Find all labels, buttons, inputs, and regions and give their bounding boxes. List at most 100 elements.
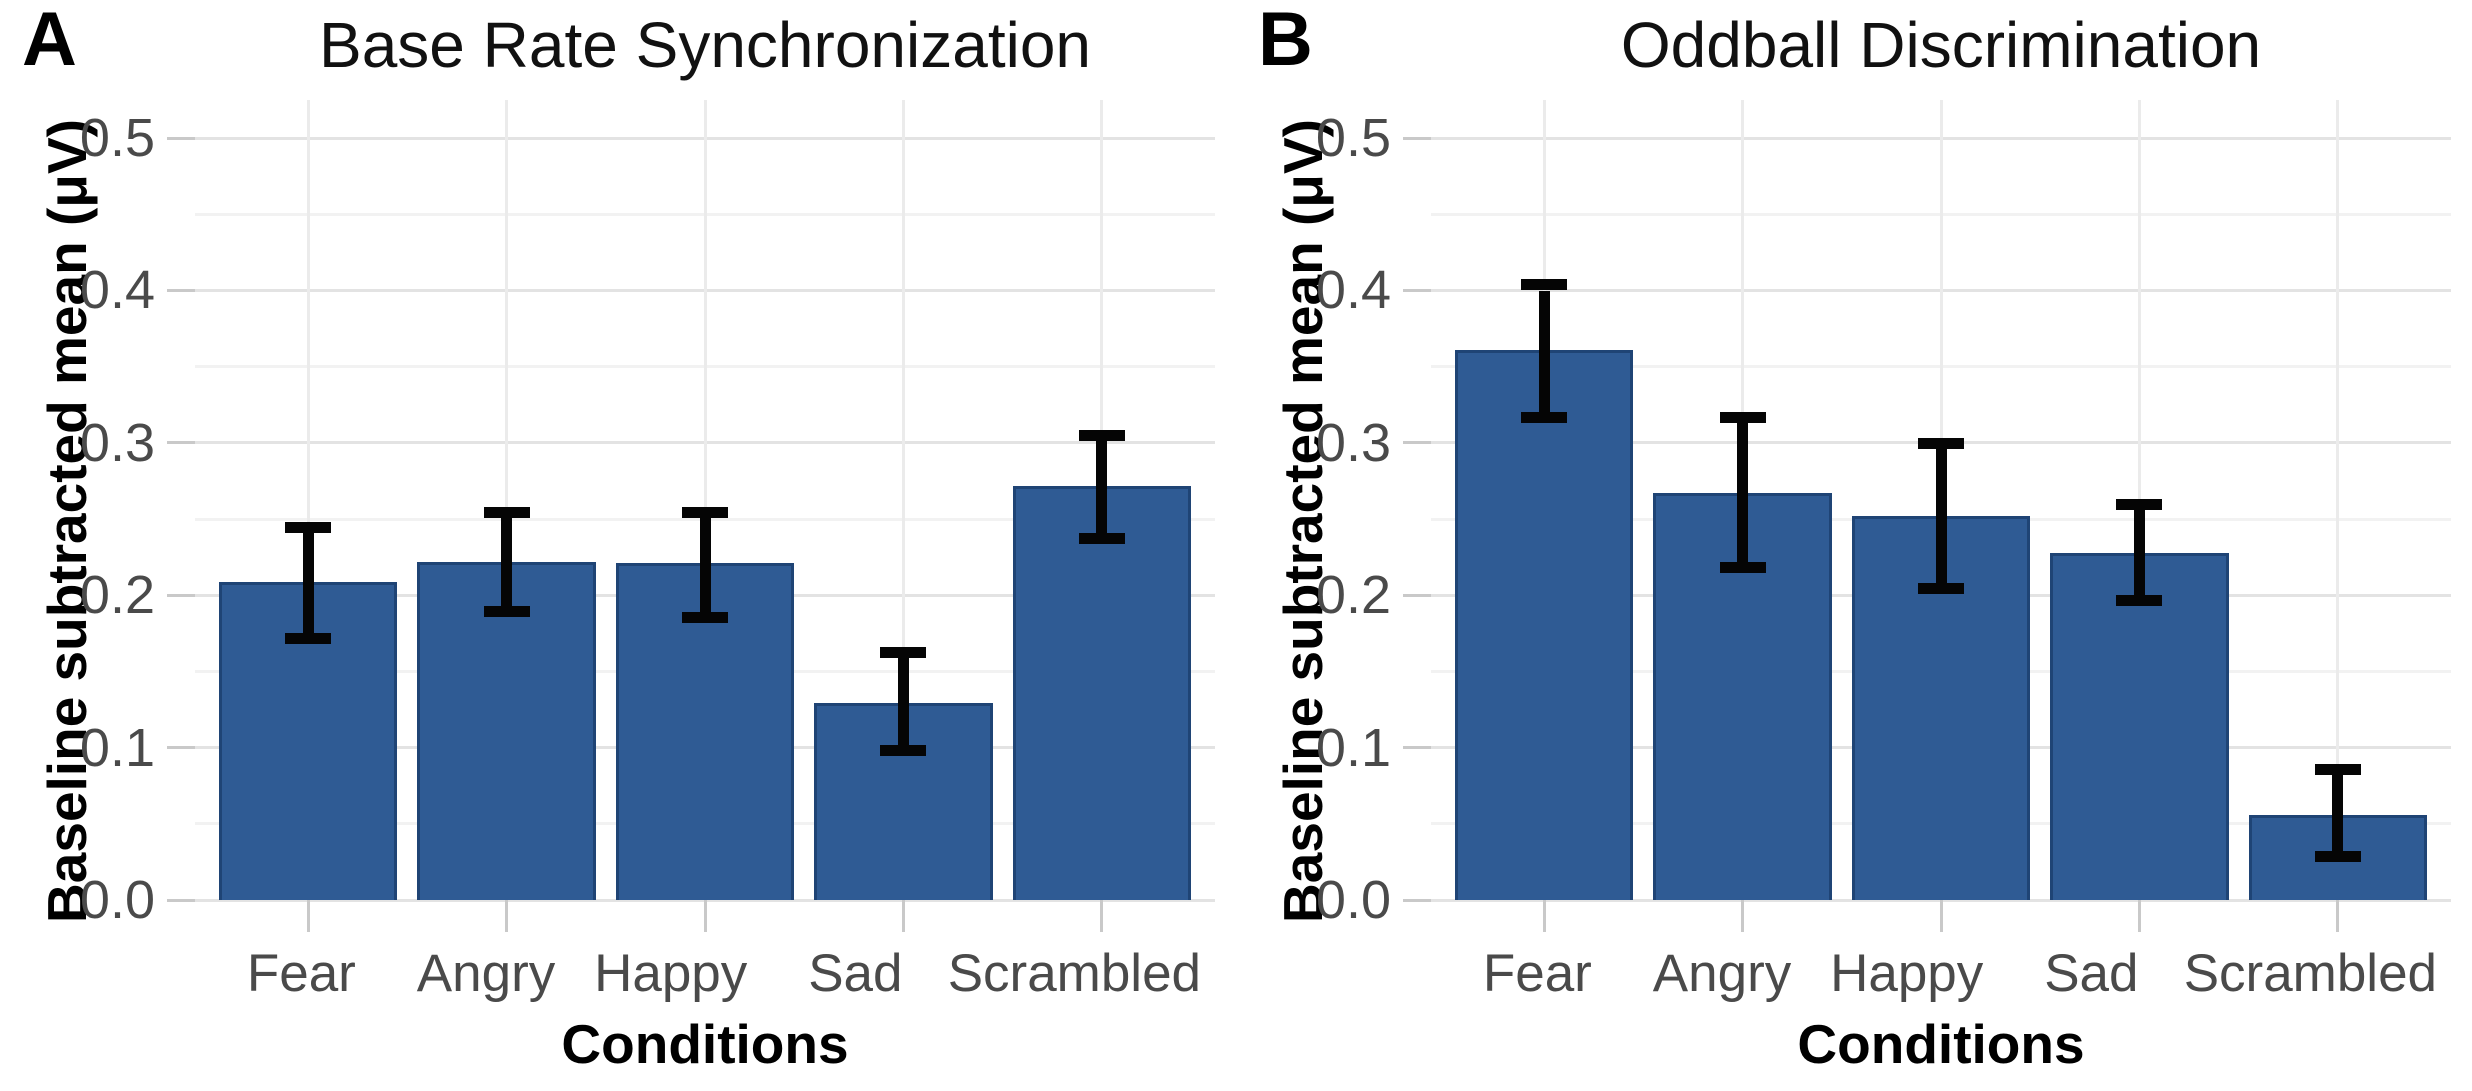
x-category-label-fear: Fear (1482, 944, 1592, 1003)
error-bar-cap-top (1078, 430, 1125, 442)
error-bar-cap-top (880, 646, 927, 658)
y-tick-labels-a: 0.0 0.1 0.2 0.3 0.4 0.5 (28, 100, 155, 927)
y-tick-label: 0.3 (79, 412, 155, 473)
vertical-gridline (901, 100, 905, 900)
error-bar-cap-bottom (1719, 561, 1766, 573)
error-bar-cap-top (1521, 279, 1568, 291)
x-axis-tick (1939, 900, 1943, 932)
panel-letter-a: A (22, 0, 77, 82)
error-bar-line (2133, 509, 2145, 596)
x-category-label-sad: Sad (808, 944, 903, 1003)
y-tick-label: 0.5 (79, 108, 155, 169)
y-tick-labels-b: 0.0 0.1 0.2 0.3 0.4 0.5 (1264, 100, 1391, 927)
error-bar-line (1538, 290, 1550, 413)
x-category-label-happy: Happy (1830, 944, 1984, 1003)
x-axis-tick (901, 900, 905, 932)
y-axis-tick (167, 898, 195, 902)
y-tick-label: 0.2 (1315, 565, 1391, 626)
x-category-label-angry: Angry (1652, 944, 1792, 1003)
panel-b: B Oddball Discrimination Baseline subtra… (1236, 0, 2472, 1091)
error-bar-cap-top (682, 506, 729, 518)
x-axis-tick (2137, 900, 2141, 932)
vertical-gridline (2336, 100, 2340, 900)
slot-fear (1445, 100, 1643, 932)
error-bar-cap-bottom (1521, 412, 1568, 424)
error-bar-line (1737, 423, 1749, 562)
vertical-gridline (703, 100, 707, 900)
x-category-label-sad: Sad (2044, 944, 2139, 1003)
slot-happy (1842, 100, 2040, 932)
error-bar-cap-bottom (2116, 595, 2163, 607)
error-bar-line (1935, 448, 1947, 584)
error-bar-cap-bottom (682, 612, 729, 623)
slot-happy (606, 100, 804, 932)
bar-slots (1431, 100, 2451, 932)
plot-area (195, 100, 1215, 932)
slot-scrambled (1003, 100, 1201, 932)
error-bar-line (302, 532, 314, 634)
chart-title-a: Base Rate Synchronization (319, 9, 1091, 81)
x-axis-tick (703, 900, 707, 932)
error-bar-cap-top (1918, 437, 1965, 449)
bar-sad (814, 703, 993, 900)
x-category-label-scrambled: Scrambled (947, 944, 1202, 1003)
bar-fear (1454, 349, 1634, 900)
error-bar-cap-top (1719, 412, 1766, 424)
error-bar-cap-top (2314, 764, 2361, 776)
error-bar-cap-bottom (880, 744, 927, 756)
x-axis-tick (1100, 900, 1104, 932)
chart-title-b: Oddball Discrimination (1620, 9, 2262, 81)
panel-a: A Base Rate Synchronization Baseline sub… (22, 0, 1215, 1075)
y-tick-label: 0.1 (79, 717, 155, 778)
x-axis-tick (1542, 900, 1546, 932)
error-bar-cap-bottom (285, 633, 332, 645)
error-bar-line (1096, 441, 1108, 533)
error-bar-cap-top (285, 521, 332, 533)
y-axis-tick (167, 746, 195, 750)
plot-area (1431, 100, 2451, 932)
vertical-gridline (306, 100, 310, 900)
x-category-label-fear: Fear (246, 944, 356, 1003)
slot-scrambled (2239, 100, 2437, 932)
error-bar-cap-top (483, 506, 530, 518)
slot-sad (2040, 100, 2238, 932)
x-axis-tick (2336, 900, 2340, 932)
error-bar-line (2332, 775, 2344, 852)
y-tick-label: 0.4 (1315, 260, 1391, 321)
bar-slots (195, 100, 1215, 932)
x-category-labels-b: Fear Angry Happy Sad Scrambled (1431, 938, 2451, 1010)
y-tick-label: 0.0 (79, 870, 155, 930)
error-bar-line (699, 517, 711, 612)
error-bar-cap-bottom (483, 605, 530, 617)
slot-fear (209, 100, 407, 932)
y-axis-tick (167, 288, 195, 292)
y-axis-tick (1403, 746, 1431, 750)
y-axis-tick (1403, 898, 1431, 902)
error-bar-cap-bottom (2314, 851, 2361, 863)
y-axis-tick (1403, 136, 1431, 140)
y-axis-tick (167, 136, 195, 140)
y-tick-marks-b (1403, 100, 1431, 902)
y-axis-tick (167, 441, 195, 445)
y-axis-tick (1403, 441, 1431, 445)
x-category-label-happy: Happy (594, 944, 748, 1003)
error-bar-line (501, 517, 513, 606)
error-bar-line (897, 657, 909, 745)
y-tick-label: 0.2 (79, 565, 155, 626)
x-category-label-scrambled: Scrambled (2183, 944, 2438, 1003)
y-tick-label: 0.4 (79, 260, 155, 321)
y-axis-tick (1403, 288, 1431, 292)
x-category-label-angry: Angry (416, 944, 556, 1003)
x-category-labels-a: Fear Angry Happy Sad Scrambled (195, 938, 1215, 1010)
slot-angry (1643, 100, 1841, 932)
y-tick-label: 0.3 (1315, 412, 1391, 473)
y-tick-label: 0.0 (1315, 870, 1391, 930)
y-tick-label: 0.1 (1315, 717, 1391, 778)
y-axis-tick (1403, 593, 1431, 597)
x-axis-tick (1741, 900, 1745, 932)
slot-sad (804, 100, 1002, 932)
error-bar-cap-top (2116, 498, 2163, 510)
bar-angry (1653, 493, 1832, 900)
error-bar-cap-bottom (1918, 583, 1965, 595)
